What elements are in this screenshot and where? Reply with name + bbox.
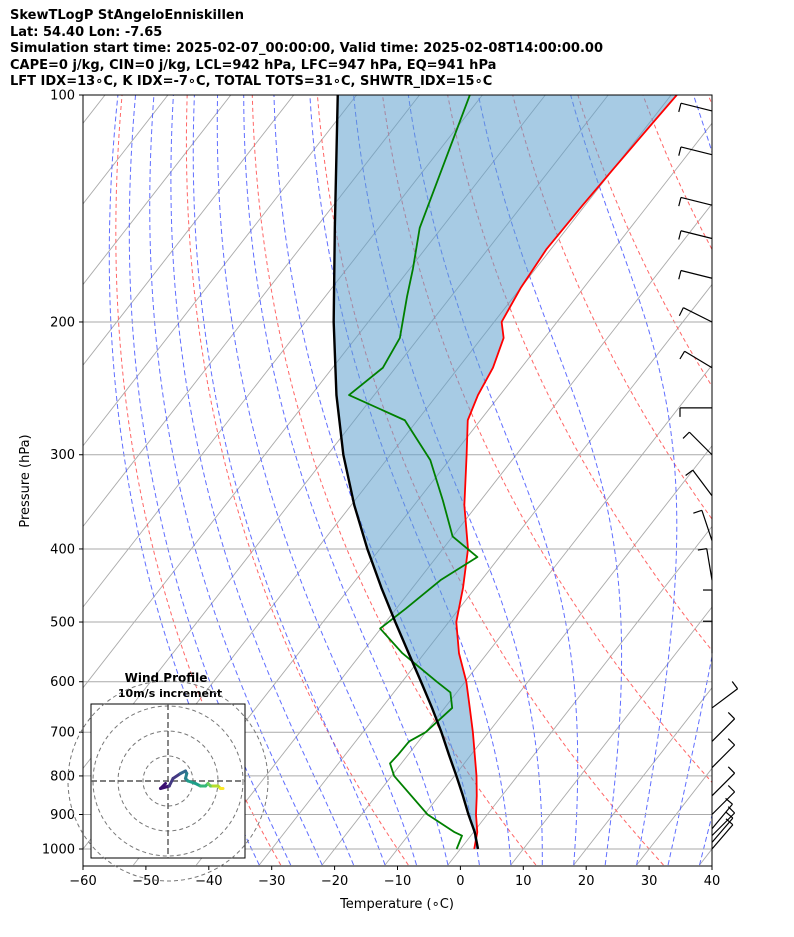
x-tick-label: 10 [515, 874, 532, 889]
x-tick-label: −60 [69, 874, 96, 889]
isotherm-line [83, 95, 232, 286]
wind-barb [711, 818, 734, 850]
moist-adiabat-line [243, 95, 449, 866]
moist-adiabat-line [128, 95, 292, 866]
moist-adiabat-line [570, 95, 678, 866]
y-tick-label: 500 [50, 616, 75, 631]
hodograph-segment [171, 772, 182, 780]
y-tick-label: 300 [50, 448, 75, 463]
header-title: SkewTLogP StAngeloEnniskillen [10, 8, 244, 23]
dry-adiabat-line [773, 95, 794, 865]
wind-barb [679, 350, 713, 369]
y-tick-label: 900 [50, 808, 75, 823]
dry-adiabat-line [642, 95, 712, 251]
y-tick-label: 700 [50, 726, 75, 741]
y-axis-label: Pressure (hPa) [18, 434, 33, 527]
chart-header: SkewTLogP StAngeloEnniskillen Lat: 54.40… [10, 8, 603, 91]
wind-barb [711, 766, 736, 797]
cin-shaded-area [333, 95, 677, 849]
y-tick-label: 800 [50, 769, 75, 784]
wind-barb [697, 548, 713, 581]
wind-barb [711, 797, 733, 830]
wind-barb [711, 785, 736, 815]
header-indices-line: LFT IDX=13∘C, K IDX=-7∘C, TOTAL TOTS=31∘… [10, 74, 493, 89]
isotherm-line [258, 283, 712, 866]
profile-series [332, 95, 678, 850]
isotherm-line [447, 525, 712, 866]
wind-barb [678, 196, 713, 207]
isotherm-line [762, 95, 794, 865]
parcel-profile-line [332, 95, 480, 850]
x-tick-label: −10 [384, 874, 411, 889]
wind-barb [711, 681, 739, 709]
wind-barb [678, 102, 713, 113]
hodograph-title: Wind Profile [125, 671, 208, 685]
wind-barb [678, 307, 713, 323]
y-tick-label: 600 [50, 675, 75, 690]
isotherm-line [321, 364, 712, 866]
isotherm-line [573, 686, 712, 866]
isotherm-line [636, 767, 712, 866]
wind-barb [678, 230, 713, 240]
moist-adiabat-line [667, 95, 712, 866]
x-tick-label: −30 [258, 874, 285, 889]
x-tick-label: 30 [641, 874, 658, 889]
header-cape-line: CAPE=0 j/kg, CIN=0 j/kg, LCL=942 hPa, LF… [10, 57, 497, 73]
wind-barb [685, 469, 713, 497]
x-tick-label: −40 [195, 874, 222, 889]
y-tick-label: 100 [50, 89, 75, 104]
dry-adiabat-line [577, 95, 712, 388]
isotherm-line [83, 95, 420, 528]
x-tick-label: 20 [578, 874, 595, 889]
axis-ticks: −60 −50 −40 −30 −20 −10 0 10 20 30 40 100 200 300 400 5… [42, 89, 720, 890]
y-tick-label: 1000 [42, 843, 75, 858]
dewpoint-profile-line [348, 95, 479, 850]
hodograph-ring [67, 680, 269, 882]
x-axis-label: Temperature (∘C) [339, 897, 454, 912]
wind-barb [711, 712, 736, 742]
y-tick-label: 200 [50, 315, 75, 330]
moist-adiabat-line [216, 95, 417, 866]
isotherm-line [699, 848, 712, 866]
hodograph-plot [67, 680, 269, 882]
wind-barb [678, 146, 713, 156]
moist-adiabat-line [149, 95, 323, 866]
isotherm-line [83, 95, 106, 124]
moist-adiabat-line [477, 95, 623, 866]
isotherm-line [83, 95, 357, 447]
temperature-profile-line [455, 95, 678, 850]
wind-barb [682, 431, 713, 456]
isotherm-line [83, 95, 295, 366]
wind-barb [711, 811, 734, 843]
hodograph-subtitle: 10m/s increment [118, 687, 222, 700]
isotherm-line [510, 606, 712, 866]
moist-adiabat-line [192, 95, 386, 866]
dry-adiabat-line [707, 95, 712, 106]
x-tick-label: 40 [704, 874, 721, 889]
x-tick-label: −50 [132, 874, 159, 889]
wind-barb [703, 589, 713, 623]
hodograph-inset: Wind Profile 10m/s increment [67, 671, 269, 882]
wind-barb [711, 738, 736, 769]
header-times: Simulation start time: 2025-02-07_00:00:… [10, 41, 603, 56]
x-tick-label: 0 [456, 874, 464, 889]
header-location: Lat: 54.40 Lon: -7.65 [10, 24, 163, 40]
wind-barb [693, 509, 713, 541]
wind-barb [678, 269, 713, 280]
x-tick-label: −20 [321, 874, 348, 889]
wind-barbs [678, 102, 739, 850]
wind-barb [703, 620, 713, 654]
y-tick-label: 400 [50, 542, 75, 557]
moist-adiabat-line [699, 813, 712, 866]
wind-barb [679, 407, 712, 417]
hodograph-segment [159, 784, 171, 790]
isotherm-line [384, 445, 712, 866]
moist-adiabat-line [170, 95, 355, 866]
